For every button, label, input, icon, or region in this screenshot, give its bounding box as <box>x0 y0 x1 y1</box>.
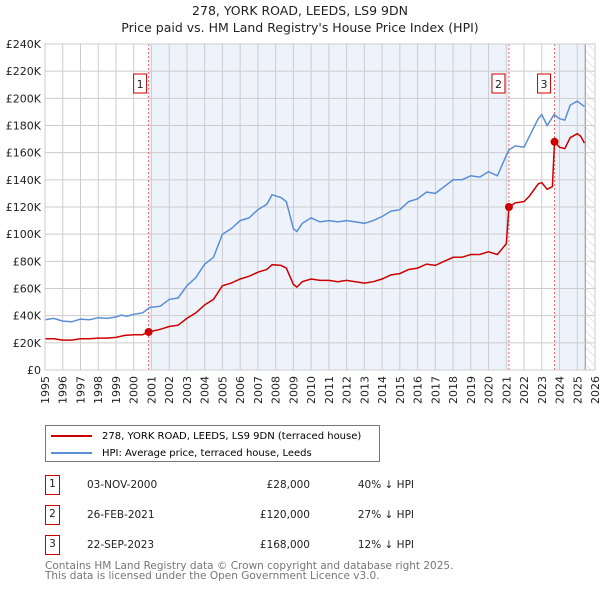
legend-label-property: 278, YORK ROAD, LEEDS, LS9 9DN (terraced… <box>102 430 362 442</box>
x-tick-label: 2005 <box>216 376 229 404</box>
x-tick-label: 2019 <box>465 376 478 404</box>
y-tick-label: £60K <box>13 283 42 296</box>
legend-item-property: 278, YORK ROAD, LEEDS, LS9 9DN (terraced… <box>51 429 361 443</box>
legend: 278, YORK ROAD, LEEDS, LS9 9DN (terraced… <box>45 425 380 462</box>
x-tick-label: 2012 <box>341 376 354 404</box>
legend-label-hpi: HPI: Average price, terraced house, Leed… <box>102 447 312 459</box>
x-tick-label: 2010 <box>305 376 318 404</box>
x-tick-label: 2006 <box>234 376 247 404</box>
x-tick-label: 2009 <box>287 376 300 404</box>
sale-date: 03-NOV-2000 <box>87 479 158 491</box>
x-tick-label: 2021 <box>500 376 513 404</box>
sale-label-box <box>133 73 148 94</box>
x-tick-label: 2014 <box>376 376 389 404</box>
sale-point <box>550 137 559 146</box>
sale-date: 26-FEB-2021 <box>87 509 155 521</box>
legend-item-hpi: HPI: Average price, terraced house, Leed… <box>51 446 312 460</box>
x-tick-label: 2016 <box>412 376 425 404</box>
series-line-hpi <box>44 100 585 323</box>
sale-price: £28,000 <box>266 479 310 491</box>
x-tick-label: 1998 <box>92 376 105 404</box>
y-tick-label: £200K <box>6 92 42 105</box>
x-tick-label: 2001 <box>145 376 158 404</box>
footer-copyright: Contains HM Land Registry data © Crown c… <box>45 560 454 572</box>
sale-row-2: 2 26-FEB-2021 £120,000 27% ↓ HPI <box>45 505 414 525</box>
y-tick-label: £80K <box>13 255 42 268</box>
sale-row-3: 3 22-SEP-2023 £168,000 12% ↓ HPI <box>45 535 414 555</box>
sale-label: 2 <box>495 78 502 91</box>
x-tick-label: 2003 <box>181 376 194 404</box>
y-tick-label: £180K <box>6 120 42 133</box>
sale-hpi-diff: 27% ↓ HPI <box>357 509 414 521</box>
y-tick-label: £0 <box>27 364 41 377</box>
sale-price: £120,000 <box>259 509 310 521</box>
sale-date: 22-SEP-2023 <box>87 539 155 551</box>
x-tick-label: 2000 <box>128 376 141 404</box>
legend-swatch-property <box>51 435 92 437</box>
sale-price: £168,000 <box>259 539 310 551</box>
y-tick-label: £220K <box>6 65 42 78</box>
sale-number: 1 <box>45 475 60 495</box>
x-tick-label: 2022 <box>518 376 531 404</box>
chart-title: 278, YORK ROAD, LEEDS, LS9 9DN <box>192 3 408 18</box>
y-tick-label: £160K <box>6 147 42 160</box>
price-chart: 1995 1996 1997 1998 1999 2000 2001 2002 2003 2004… <box>6 38 600 404</box>
x-tick-label: 2025 <box>571 376 584 404</box>
x-tick-label: 2018 <box>447 376 460 404</box>
x-tick-label: 1995 <box>39 376 52 404</box>
sale-label: 3 <box>541 78 548 91</box>
legend-swatch-hpi <box>51 452 92 454</box>
x-tick-label: 1996 <box>57 376 70 404</box>
chart-subtitle: Price paid vs. HM Land Registry's House … <box>121 20 479 35</box>
plot-border <box>44 43 596 371</box>
sale-point <box>144 327 153 336</box>
x-tick-label: 2007 <box>252 376 265 404</box>
x-tick-label: 2011 <box>323 376 336 404</box>
sale-label-box <box>491 73 506 94</box>
y-tick-label: £40K <box>13 310 42 323</box>
x-tick-label: 2008 <box>270 376 283 404</box>
footer: Contains HM Land Registry data © Crown c… <box>45 560 454 582</box>
x-tick-label: 2013 <box>358 376 371 404</box>
y-tick-label: £240K <box>6 38 42 51</box>
x-tick-label: 2026 <box>589 376 600 404</box>
sale-point <box>504 203 513 211</box>
x-tick-label: 2015 <box>394 376 407 404</box>
footer-licence: This data is licensed under the Open Gov… <box>45 570 380 582</box>
x-tick-label: 1997 <box>74 376 87 404</box>
sale-row-1: 1 03-NOV-2000 £28,000 40% ↓ HPI <box>45 475 414 495</box>
y-tick-label: £100K <box>6 228 42 241</box>
sale-hpi-diff: 40% ↓ HPI <box>357 479 414 491</box>
sale-hpi-diff: 12% ↓ HPI <box>357 539 414 551</box>
sale-label-box <box>537 73 552 94</box>
x-tick-label: 2002 <box>163 376 176 404</box>
x-tick-label: 1999 <box>110 376 123 404</box>
sale-number: 2 <box>45 505 60 525</box>
sale-label: 1 <box>137 78 144 91</box>
y-tick-label: £20K <box>13 337 42 350</box>
x-tick-label: 2004 <box>199 376 212 404</box>
x-tick-label: 2017 <box>429 376 442 404</box>
sale-number: 3 <box>45 535 60 555</box>
x-tick-label: 2020 <box>483 376 496 404</box>
x-tick-label: 2024 <box>554 376 567 404</box>
x-tick-label: 2023 <box>536 376 549 404</box>
y-tick-label: £120K <box>6 201 42 214</box>
y-tick-label: £140K <box>6 174 42 187</box>
